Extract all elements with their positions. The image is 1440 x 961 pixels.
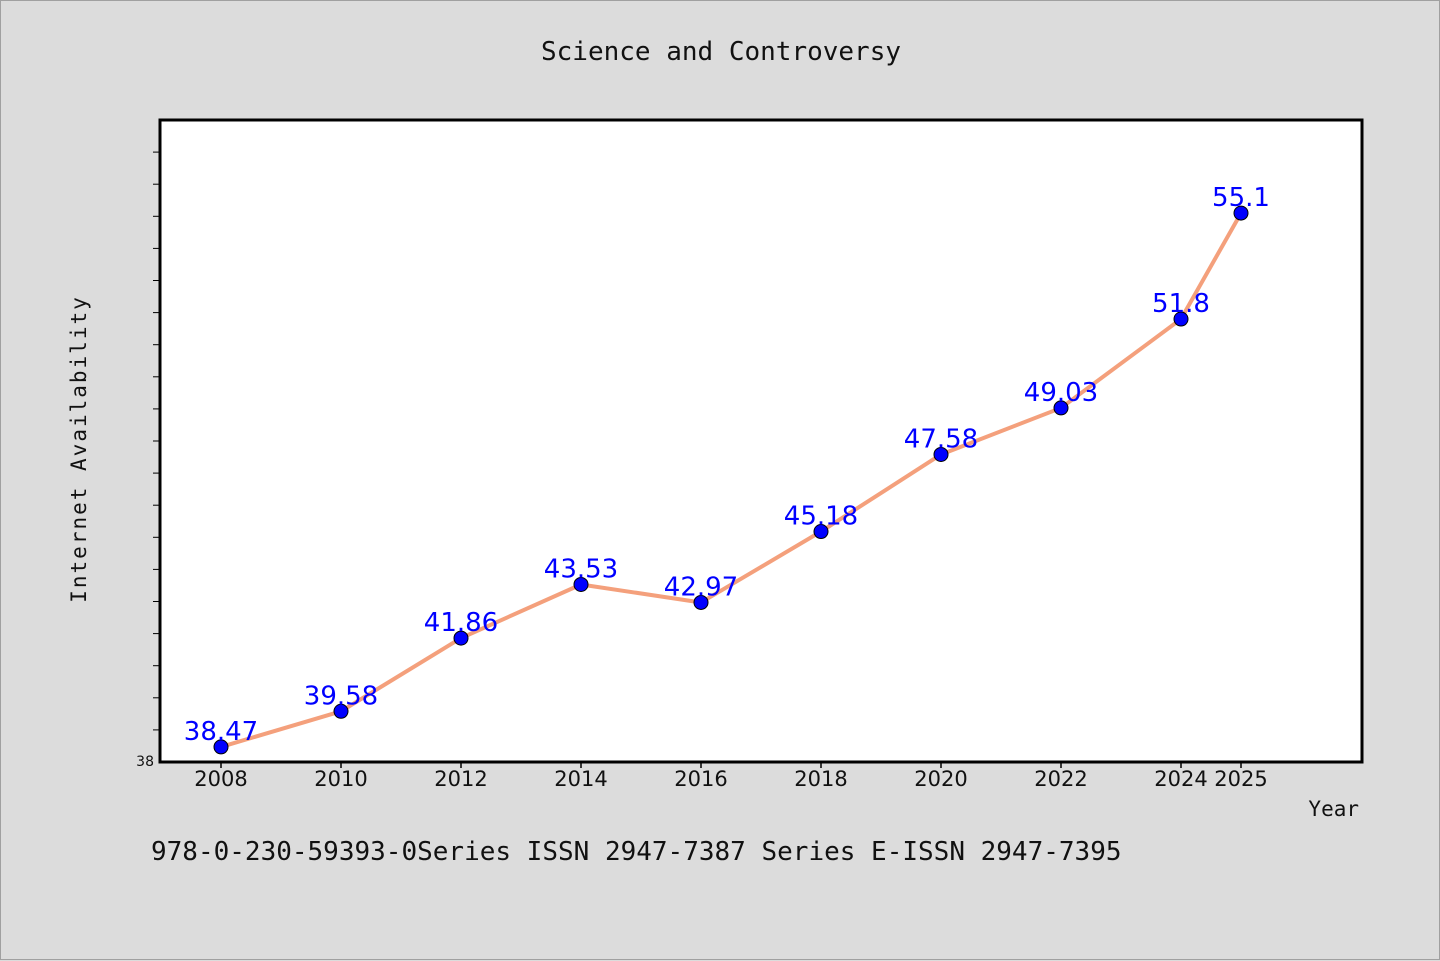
x-tick-label: 2012 bbox=[434, 767, 487, 791]
data-label: 47.58 bbox=[904, 424, 978, 454]
data-point bbox=[693, 594, 709, 610]
data-point bbox=[213, 739, 229, 755]
data-label: 45.18 bbox=[784, 502, 858, 532]
data-point bbox=[453, 630, 469, 646]
x-tick-label: 2010 bbox=[314, 767, 367, 791]
data-label: 55.1 bbox=[1212, 183, 1270, 213]
data-label: 39.58 bbox=[304, 681, 378, 711]
chart-title: Science and Controversy bbox=[540, 37, 902, 67]
footer-text: 978-0-230-59393-0Series ISSN 2947-7387 S… bbox=[151, 837, 1122, 867]
data-point bbox=[1053, 400, 1069, 416]
x-tick-label: 2020 bbox=[914, 767, 967, 791]
x-axis-ticks: 2008 2010 2012 2014 2016 2018 2020 2022 2024 2025 bbox=[194, 762, 1268, 791]
data-label: 43.53 bbox=[544, 554, 618, 584]
data-point bbox=[813, 524, 829, 540]
data-label: 38.47 bbox=[184, 717, 258, 747]
data-point bbox=[573, 576, 589, 592]
x-tick-label: 2025 bbox=[1214, 767, 1267, 791]
y-axis-ticks: 38 bbox=[136, 151, 160, 770]
data-label: 49.03 bbox=[1024, 378, 1098, 408]
x-tick-label: 2024 bbox=[1154, 767, 1207, 791]
x-axis-label: Year bbox=[1308, 797, 1359, 821]
x-tick-label: 2022 bbox=[1034, 767, 1087, 791]
data-label: 42.97 bbox=[664, 572, 738, 602]
data-label: 41.86 bbox=[424, 608, 498, 638]
x-tick-label: 2016 bbox=[674, 767, 727, 791]
data-point bbox=[1173, 311, 1189, 327]
series-line bbox=[220, 212, 1243, 749]
data-label: 51.8 bbox=[1152, 289, 1210, 319]
x-tick-label: 2008 bbox=[194, 767, 247, 791]
y-axis-label: Internet Availability bbox=[67, 295, 91, 603]
data-point bbox=[333, 703, 349, 719]
plot-area bbox=[158, 118, 1364, 764]
y-tick-label: 38 bbox=[136, 754, 154, 770]
data-point bbox=[933, 446, 949, 462]
x-tick-label: 2014 bbox=[554, 767, 607, 791]
data-point bbox=[1233, 205, 1249, 221]
series-group: 38.47 39.58 41.86 43.53 42.97 45.18 47.58 49.03… bbox=[184, 183, 1270, 755]
x-tick-label: 2018 bbox=[794, 767, 847, 791]
